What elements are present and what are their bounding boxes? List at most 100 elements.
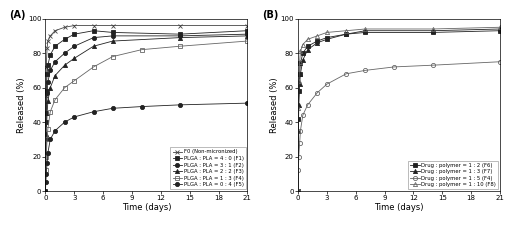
Text: (A): (A) xyxy=(9,10,26,20)
PLGA : PLA = 4 : 0 (F1): (0.04, 40): PLA = 4 : 0 (F1): (0.04, 40) xyxy=(43,121,49,123)
Drug : polymer = 1 : 10 (F8): (5, 93): polymer = 1 : 10 (F8): (5, 93) xyxy=(343,29,349,32)
Drug : polymer = 1 : 10 (F8): (1, 88): polymer = 1 : 10 (F8): (1, 88) xyxy=(305,38,311,41)
PLGA : PLA = 2 : 2 (F3): (0, 0): PLA = 2 : 2 (F3): (0, 0) xyxy=(42,190,48,192)
F0 (Non-micronized) xyxy=(43,95,49,98)
Drug : polymer = 1 : 10 (F8): (3, 92): polymer = 1 : 10 (F8): (3, 92) xyxy=(324,31,330,34)
PLGA : PLA = 4 : 0 (F1): (2, 88): PLA = 4 : 0 (F1): (2, 88) xyxy=(62,38,68,41)
PLGA : PLA = 3 : 1 (F2): (0.5, 70): PLA = 3 : 1 (F2): (0.5, 70) xyxy=(47,69,54,72)
F0 (Non-micronized) xyxy=(52,29,58,32)
PLGA : PLA = 0 : 4 (F5): (3, 43): PLA = 0 : 4 (F5): (3, 43) xyxy=(71,116,77,118)
Drug : polymer = 1 : 3 (F7): (0.08, 50): polymer = 1 : 3 (F7): (0.08, 50) xyxy=(296,103,302,106)
PLGA : PLA = 0 : 4 (F5): (0.08, 10): PLA = 0 : 4 (F5): (0.08, 10) xyxy=(43,172,49,175)
Drug : polymer = 1 : 2 (F6): (0.5, 80): polymer = 1 : 2 (F6): (0.5, 80) xyxy=(300,52,306,55)
Drug : polymer = 1 : 10 (F8): (7, 94): polymer = 1 : 10 (F8): (7, 94) xyxy=(362,27,368,30)
F0 (Non-micronized) xyxy=(44,47,50,49)
PLGA : PLA = 3 : 1 (F2): (1, 75): PLA = 3 : 1 (F2): (1, 75) xyxy=(52,60,58,63)
PLGA : PLA = 3 : 1 (F2): (0.17, 57): PLA = 3 : 1 (F2): (0.17, 57) xyxy=(44,91,50,94)
PLGA : PLA = 0 : 4 (F5): (0.04, 5): PLA = 0 : 4 (F5): (0.04, 5) xyxy=(43,181,49,184)
Drug : polymer = 1 : 3 (F7): (7, 93): polymer = 1 : 3 (F7): (7, 93) xyxy=(362,29,368,32)
PLGA : PLA = 2 : 2 (F3): (1, 67): PLA = 2 : 2 (F3): (1, 67) xyxy=(52,74,58,77)
PLGA : PLA = 0 : 4 (F5): (10, 49): PLA = 0 : 4 (F5): (10, 49) xyxy=(138,105,144,108)
PLGA : PLA = 1 : 3 (F4): (7, 78): PLA = 1 : 3 (F4): (7, 78) xyxy=(110,55,116,58)
PLGA : PLA = 1 : 3 (F4): (0, 0): PLA = 1 : 3 (F4): (0, 0) xyxy=(42,190,48,192)
PLGA : PLA = 1 : 3 (F4): (1, 53): PLA = 1 : 3 (F4): (1, 53) xyxy=(52,98,58,101)
PLGA : PLA = 1 : 3 (F4): (21, 87): PLA = 1 : 3 (F4): (21, 87) xyxy=(244,40,250,42)
Drug : polymer = 1 : 5 (F4): (5, 68): polymer = 1 : 5 (F4): (5, 68) xyxy=(343,72,349,75)
PLGA : PLA = 3 : 1 (F2): (3, 84): PLA = 3 : 1 (F2): (3, 84) xyxy=(71,45,77,48)
PLGA : PLA = 0 : 4 (F5): (2, 40): PLA = 0 : 4 (F5): (2, 40) xyxy=(62,121,68,123)
Drug : polymer = 1 : 3 (F7): (14, 93): polymer = 1 : 3 (F7): (14, 93) xyxy=(430,29,436,32)
Drug : polymer = 1 : 5 (F4): (0, 0): polymer = 1 : 5 (F4): (0, 0) xyxy=(295,190,301,192)
Drug : polymer = 1 : 2 (F6): (14, 92): polymer = 1 : 2 (F6): (14, 92) xyxy=(430,31,436,34)
Drug : polymer = 1 : 5 (F4): (0.08, 20): polymer = 1 : 5 (F4): (0.08, 20) xyxy=(296,155,302,158)
Drug : polymer = 1 : 2 (F6): (7, 92): polymer = 1 : 2 (F6): (7, 92) xyxy=(362,31,368,34)
PLGA : PLA = 2 : 2 (F3): (0.25, 52): PLA = 2 : 2 (F3): (0.25, 52) xyxy=(45,100,51,103)
Drug : polymer = 1 : 2 (F6): (0.25, 74): polymer = 1 : 2 (F6): (0.25, 74) xyxy=(297,62,304,65)
PLGA : PLA = 4 : 0 (F1): (1, 84): PLA = 4 : 0 (F1): (1, 84) xyxy=(52,45,58,48)
Drug : polymer = 1 : 3 (F7): (1, 82): polymer = 1 : 3 (F7): (1, 82) xyxy=(305,48,311,51)
Line: PLGA : PLA = 4 : 0 (F1): PLGA : PLA = 4 : 0 (F1) xyxy=(43,29,249,193)
PLGA : PLA = 4 : 0 (F1): (14, 91): PLA = 4 : 0 (F1): (14, 91) xyxy=(177,33,183,36)
Drug : polymer = 1 : 2 (F6): (5, 91): polymer = 1 : 2 (F6): (5, 91) xyxy=(343,33,349,36)
Legend: Drug : polymer = 1 : 2 (F6), Drug : polymer = 1 : 3 (F7), Drug : polymer = 1 : 5: Drug : polymer = 1 : 2 (F6), Drug : poly… xyxy=(408,161,498,189)
Drug : polymer = 1 : 5 (F4): (2, 57): polymer = 1 : 5 (F4): (2, 57) xyxy=(314,91,320,94)
Drug : polymer = 1 : 3 (F7): (5, 91): polymer = 1 : 3 (F7): (5, 91) xyxy=(343,33,349,36)
Drug : polymer = 1 : 5 (F4): (1, 50): polymer = 1 : 5 (F4): (1, 50) xyxy=(305,103,311,106)
F0 (Non-micronized) xyxy=(71,24,77,27)
Drug : polymer = 1 : 5 (F4): (0.25, 35): polymer = 1 : 5 (F4): (0.25, 35) xyxy=(297,129,304,132)
PLGA : PLA = 0 : 4 (F5): (7, 48): PLA = 0 : 4 (F5): (7, 48) xyxy=(110,107,116,110)
PLGA : PLA = 3 : 1 (F2): (2, 80): PLA = 3 : 1 (F2): (2, 80) xyxy=(62,52,68,55)
PLGA : PLA = 1 : 3 (F4): (0.5, 46): PLA = 1 : 3 (F4): (0.5, 46) xyxy=(47,110,54,113)
Drug : polymer = 1 : 3 (F7): (2, 86): polymer = 1 : 3 (F7): (2, 86) xyxy=(314,41,320,44)
PLGA : PLA = 3 : 1 (F2): (0.25, 63): PLA = 3 : 1 (F2): (0.25, 63) xyxy=(45,81,51,84)
Legend: F0 (Non-micronized), PLGA : PLA = 4 : 0 (F1), PLGA : PLA = 3 : 1 (F2), PLGA : PL: F0 (Non-micronized), PLGA : PLA = 4 : 0 … xyxy=(171,147,246,189)
Drug : polymer = 1 : 2 (F6): (0, 0): polymer = 1 : 2 (F6): (0, 0) xyxy=(295,190,301,192)
PLGA : PLA = 0 : 4 (F5): (5, 46): PLA = 0 : 4 (F5): (5, 46) xyxy=(90,110,96,113)
Drug : polymer = 1 : 5 (F4): (21, 75): polymer = 1 : 5 (F4): (21, 75) xyxy=(497,60,503,63)
PLGA : PLA = 3 : 1 (F2): (5, 89): PLA = 3 : 1 (F2): (5, 89) xyxy=(90,36,96,39)
Drug : polymer = 1 : 2 (F6): (1, 84): polymer = 1 : 2 (F6): (1, 84) xyxy=(305,45,311,48)
Y-axis label: Released (%): Released (%) xyxy=(270,77,279,133)
PLGA : PLA = 1 : 3 (F4): (0.04, 12): PLA = 1 : 3 (F4): (0.04, 12) xyxy=(43,169,49,172)
F0 (Non-micronized) xyxy=(47,34,54,37)
PLGA : PLA = 0 : 4 (F5): (1, 35): PLA = 0 : 4 (F5): (1, 35) xyxy=(52,129,58,132)
PLGA : PLA = 2 : 2 (F3): (0.17, 45): PLA = 2 : 2 (F3): (0.17, 45) xyxy=(44,112,50,115)
Drug : polymer = 1 : 10 (F8): (0.08, 64): polymer = 1 : 10 (F8): (0.08, 64) xyxy=(296,79,302,82)
PLGA : PLA = 4 : 0 (F1): (3, 91): PLA = 4 : 0 (F1): (3, 91) xyxy=(71,33,77,36)
Drug : polymer = 1 : 2 (F6): (2, 87): polymer = 1 : 2 (F6): (2, 87) xyxy=(314,40,320,42)
PLGA : PLA = 2 : 2 (F3): (0.04, 22): PLA = 2 : 2 (F3): (0.04, 22) xyxy=(43,152,49,154)
PLGA : PLA = 1 : 3 (F4): (5, 72): PLA = 1 : 3 (F4): (5, 72) xyxy=(90,65,96,68)
Drug : polymer = 1 : 10 (F8): (14, 94): polymer = 1 : 10 (F8): (14, 94) xyxy=(430,27,436,30)
Drug : polymer = 1 : 3 (F7): (0, 0): polymer = 1 : 3 (F7): (0, 0) xyxy=(295,190,301,192)
Drug : polymer = 1 : 10 (F8): (0.25, 81): polymer = 1 : 10 (F8): (0.25, 81) xyxy=(297,50,304,53)
PLGA : PLA = 4 : 0 (F1): (5, 93): PLA = 4 : 0 (F1): (5, 93) xyxy=(90,29,96,32)
Drug : polymer = 1 : 3 (F7): (0.17, 62): polymer = 1 : 3 (F7): (0.17, 62) xyxy=(296,83,302,86)
PLGA : PLA = 1 : 3 (F4): (0.08, 20): PLA = 1 : 3 (F4): (0.08, 20) xyxy=(43,155,49,158)
Drug : polymer = 1 : 5 (F4): (0.04, 12): polymer = 1 : 5 (F4): (0.04, 12) xyxy=(295,169,301,172)
Drug : polymer = 1 : 3 (F7): (0.5, 76): polymer = 1 : 3 (F7): (0.5, 76) xyxy=(300,59,306,62)
Line: Drug : polymer = 1 : 3 (F7): Drug : polymer = 1 : 3 (F7) xyxy=(296,27,502,193)
PLGA : PLA = 4 : 0 (F1): (0.08, 58): PLA = 4 : 0 (F1): (0.08, 58) xyxy=(43,90,49,93)
Drug : polymer = 1 : 2 (F6): (21, 93): polymer = 1 : 2 (F6): (21, 93) xyxy=(497,29,503,32)
Drug : polymer = 1 : 10 (F8): (0.17, 75): polymer = 1 : 10 (F8): (0.17, 75) xyxy=(296,60,302,63)
PLGA : PLA = 3 : 1 (F2): (0, 0): PLA = 3 : 1 (F2): (0, 0) xyxy=(42,190,48,192)
Line: Drug : polymer = 1 : 10 (F8): Drug : polymer = 1 : 10 (F8) xyxy=(296,25,502,193)
Line: Drug : polymer = 1 : 5 (F4): Drug : polymer = 1 : 5 (F4) xyxy=(296,60,502,193)
PLGA : PLA = 4 : 0 (F1): (21, 93): PLA = 4 : 0 (F1): (21, 93) xyxy=(244,29,250,32)
Drug : polymer = 1 : 3 (F7): (0.25, 68): polymer = 1 : 3 (F7): (0.25, 68) xyxy=(297,72,304,75)
PLGA : PLA = 4 : 0 (F1): (0.17, 68): PLA = 4 : 0 (F1): (0.17, 68) xyxy=(44,72,50,75)
F0 (Non-micronized) xyxy=(90,24,96,27)
Drug : polymer = 1 : 5 (F4): (0.5, 44): polymer = 1 : 5 (F4): (0.5, 44) xyxy=(300,114,306,116)
Drug : polymer = 1 : 3 (F7): (3, 88): polymer = 1 : 3 (F7): (3, 88) xyxy=(324,38,330,41)
Drug : polymer = 1 : 5 (F4): (14, 73): polymer = 1 : 5 (F4): (14, 73) xyxy=(430,64,436,67)
Drug : polymer = 1 : 3 (F7): (0.04, 35): polymer = 1 : 3 (F7): (0.04, 35) xyxy=(295,129,301,132)
PLGA : PLA = 3 : 1 (F2): (14, 90): PLA = 3 : 1 (F2): (14, 90) xyxy=(177,34,183,37)
Line: PLGA : PLA = 1 : 3 (F4): PLGA : PLA = 1 : 3 (F4) xyxy=(43,39,249,193)
PLGA : PLA = 4 : 0 (F1): (0, 0): PLA = 4 : 0 (F1): (0, 0) xyxy=(42,190,48,192)
F0 (Non-micronized) xyxy=(62,26,68,29)
F0 (Non-micronized) xyxy=(42,190,48,192)
PLGA : PLA = 4 : 0 (F1): (0.25, 73): PLA = 4 : 0 (F1): (0.25, 73) xyxy=(45,64,51,67)
F0 (Non-micronized) xyxy=(45,40,51,42)
F0 (Non-micronized) xyxy=(177,24,183,27)
Line: F0 (Non-micronized): F0 (Non-micronized) xyxy=(43,24,249,193)
